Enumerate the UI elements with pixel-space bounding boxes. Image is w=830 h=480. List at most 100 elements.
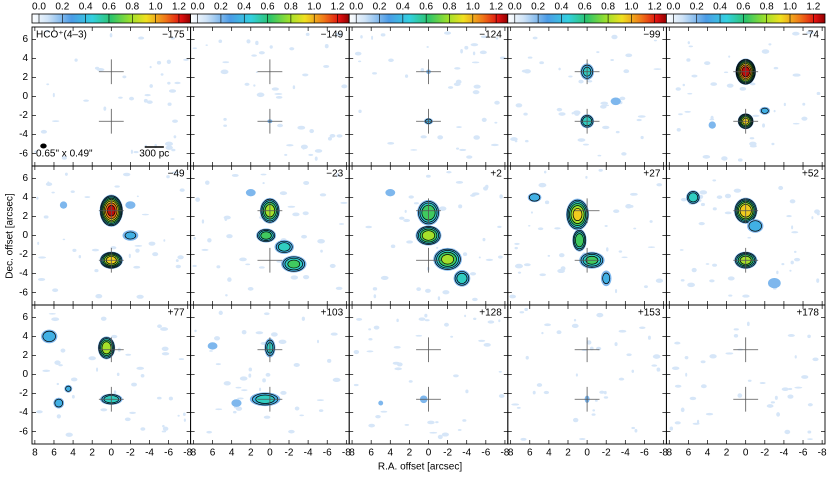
noise — [788, 387, 793, 391]
noise — [274, 93, 283, 95]
noise — [339, 223, 345, 225]
noise — [544, 200, 550, 205]
noise — [446, 170, 452, 174]
noise — [791, 231, 799, 234]
emission — [54, 398, 64, 408]
noise — [52, 92, 55, 98]
noise — [37, 277, 46, 281]
noise — [427, 420, 435, 425]
noise — [255, 331, 264, 335]
x-tick-label: 0 — [426, 448, 432, 459]
x-tick-label: -2 — [602, 448, 611, 459]
noise — [592, 409, 596, 412]
noise — [499, 56, 506, 60]
noise — [406, 240, 413, 244]
noise — [712, 207, 717, 211]
noise — [676, 127, 681, 132]
emission — [42, 330, 56, 343]
noise — [387, 142, 395, 145]
noise — [278, 339, 287, 345]
y-tick-label: 2 — [22, 350, 28, 361]
noise — [74, 58, 78, 62]
noise — [232, 410, 237, 414]
noise — [251, 54, 257, 57]
noise — [239, 376, 248, 381]
emission — [602, 272, 611, 285]
noise — [473, 135, 480, 140]
noise — [116, 372, 120, 377]
noise — [129, 96, 135, 101]
colorbar — [31, 13, 192, 24]
x-tick-label: 4 — [388, 448, 394, 459]
noise — [437, 135, 444, 140]
noise — [483, 343, 491, 347]
noise — [56, 414, 61, 419]
noise — [136, 294, 144, 299]
emission — [688, 192, 699, 203]
panel — [190, 26, 350, 167]
noise — [494, 100, 500, 105]
noise — [702, 154, 711, 159]
noise — [244, 82, 250, 86]
noise — [327, 136, 332, 141]
noise — [178, 358, 185, 361]
noise — [258, 266, 265, 269]
velocity-label: −23 — [326, 169, 343, 180]
noise — [792, 73, 801, 77]
noise — [606, 247, 609, 252]
noise — [528, 224, 531, 227]
noise — [222, 61, 230, 64]
noise — [783, 102, 786, 107]
noise — [247, 286, 254, 291]
x-tick-label: 2 — [407, 448, 413, 459]
noise — [327, 358, 332, 363]
colorbar-tick-label: 0.0 — [349, 2, 363, 13]
noise — [455, 180, 464, 184]
x-tick-label: 6 — [686, 448, 692, 459]
noise — [165, 141, 173, 147]
noise — [544, 323, 552, 327]
velocity-label: +103 — [321, 308, 344, 319]
noise — [614, 288, 618, 294]
noise — [636, 118, 642, 122]
noise — [194, 329, 197, 333]
noise — [691, 267, 697, 273]
noise — [56, 382, 60, 386]
emission — [574, 233, 584, 248]
noise — [88, 356, 96, 361]
noise — [626, 353, 632, 357]
noise — [618, 377, 625, 381]
noise — [778, 185, 784, 191]
noise — [231, 174, 239, 177]
x-tick-label: 8 — [349, 448, 355, 459]
noise — [205, 44, 208, 46]
noise — [280, 390, 287, 395]
noise — [91, 248, 99, 252]
x-tick-label: 4 — [546, 448, 552, 459]
noise — [811, 216, 814, 220]
noise — [138, 36, 145, 40]
noise — [575, 373, 578, 377]
noise — [774, 395, 778, 400]
colorbar-tick-label: 1.2 — [806, 2, 820, 13]
noise — [600, 101, 609, 105]
noise — [262, 182, 265, 185]
emission — [231, 399, 242, 407]
noise — [163, 239, 166, 242]
noise — [733, 328, 739, 331]
noise — [591, 413, 596, 416]
noise — [44, 30, 51, 33]
noise — [568, 75, 573, 78]
noise — [573, 318, 577, 322]
noise — [329, 133, 336, 138]
noise — [611, 34, 618, 40]
noise — [514, 246, 518, 250]
x-tick-label: 8 — [666, 448, 672, 459]
noise — [514, 263, 523, 269]
noise — [674, 384, 682, 388]
noise — [373, 294, 377, 299]
noise — [472, 192, 480, 196]
noise — [223, 215, 231, 220]
noise — [269, 45, 273, 49]
